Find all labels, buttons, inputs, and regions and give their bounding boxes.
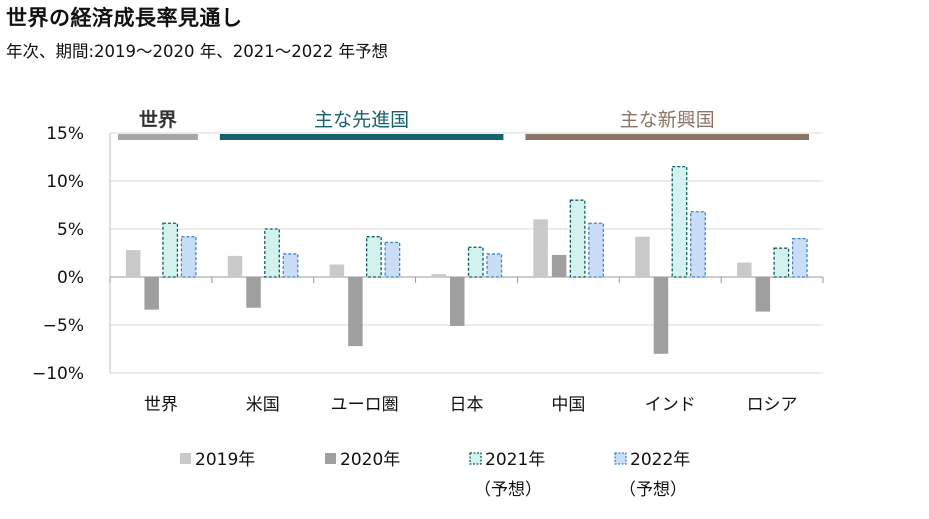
bar <box>588 222 605 278</box>
y-tick-label: 5% <box>57 220 84 240</box>
legend-swatch <box>325 453 336 464</box>
y-tick-label: 15% <box>46 124 84 144</box>
bar <box>486 253 503 278</box>
legend-label: 2021年 <box>485 450 545 470</box>
bar <box>431 274 446 277</box>
bar <box>180 236 197 278</box>
bar <box>348 277 363 347</box>
y-tick-label: 10% <box>46 172 84 192</box>
x-tick-label: 中国 <box>551 395 585 415</box>
bar <box>653 277 669 354</box>
bar <box>690 211 706 278</box>
bar <box>755 277 771 312</box>
bar <box>450 277 465 326</box>
legend-swatch <box>180 453 191 464</box>
x-tick-label: 世界 <box>144 395 178 415</box>
chart-title: 世界の経済成長率見通し <box>6 6 243 30</box>
x-tick-label: ユーロ圏 <box>331 395 399 415</box>
legend-label: 2022年 <box>630 450 690 470</box>
x-tick-label: 日本 <box>450 395 484 415</box>
y-tick-label: −5% <box>43 316 84 336</box>
bar <box>569 199 586 278</box>
bar <box>162 222 179 278</box>
bar <box>144 277 159 310</box>
group-label: 世界 <box>139 109 177 131</box>
bar <box>551 254 567 277</box>
group-band <box>219 134 504 140</box>
bar <box>264 228 280 278</box>
bar <box>791 237 808 278</box>
bar <box>329 264 345 277</box>
bar <box>635 236 650 277</box>
bar <box>365 236 382 278</box>
bar <box>671 165 688 278</box>
group-label: 主な先進国 <box>314 109 409 131</box>
bar <box>773 247 790 278</box>
x-tick-label: ロシア <box>747 395 798 415</box>
legend-swatch <box>614 452 627 465</box>
y-tick-label: 0% <box>57 268 84 288</box>
bar <box>246 277 261 308</box>
bar <box>227 255 243 277</box>
bar <box>737 262 752 277</box>
group-band <box>525 134 809 140</box>
bar <box>282 253 299 278</box>
group-label: 主な新興国 <box>620 109 715 131</box>
legend-label: 2019年 <box>195 450 255 470</box>
bar <box>125 250 141 277</box>
x-tick-label: 米国 <box>246 395 280 415</box>
y-tick-label: −10% <box>32 364 84 384</box>
chart-subtitle: 年次、期間:2019～2020 年、2021～2022 年予想 <box>6 42 389 61</box>
x-tick-label: インド <box>645 395 696 415</box>
bar <box>467 246 484 278</box>
legend-label: 2020年 <box>340 450 400 470</box>
legend-sublabel: （予想） <box>474 480 542 500</box>
legend-swatch <box>469 452 482 465</box>
bar <box>384 241 401 278</box>
group-band <box>118 134 198 140</box>
legend-sublabel: （予想） <box>619 480 687 500</box>
bar <box>533 219 548 277</box>
